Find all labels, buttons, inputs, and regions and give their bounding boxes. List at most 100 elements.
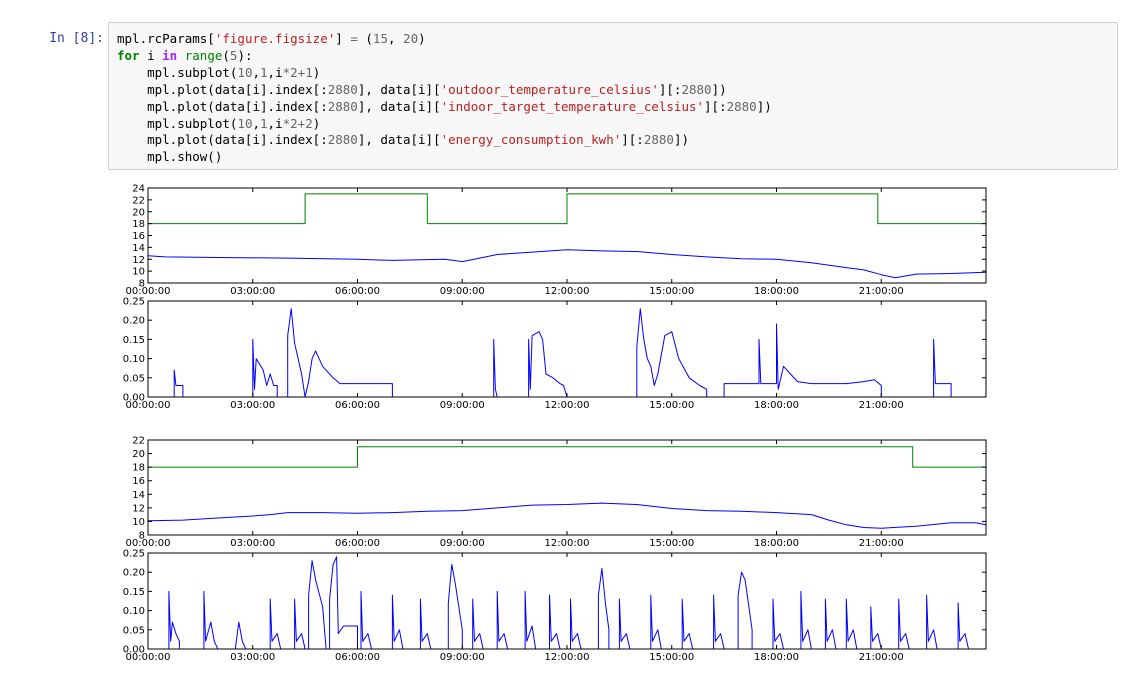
y-tick-label: 16 [132,231,145,242]
x-tick-label: 15:00:00 [649,652,694,663]
x-tick-label: 15:00:00 [649,538,694,549]
code-token: ( [222,47,230,63]
code-token: ], data[i][ [357,98,441,114]
x-tick-label: 09:00:00 [440,400,485,411]
code-token: ,i [267,64,283,80]
code-token: ], data[i][ [357,81,441,97]
x-tick-label: 21:00:00 [859,400,904,411]
y-tick-label: 0.05 [123,373,145,384]
x-tick-label: 03:00:00 [230,286,275,297]
x-tick-label: 15:00:00 [649,400,694,411]
series-line-blue [148,308,986,398]
y-tick-label: 0.15 [123,335,145,346]
x-tick-label: 18:00:00 [754,400,799,411]
input-prompt: In [8]: [49,31,104,46]
code-token: 10 [237,115,253,131]
code-token: 1 [260,115,268,131]
x-tick-label: 00:00:00 [126,652,171,663]
x-tick-label: 18:00:00 [754,538,799,549]
y-tick-label: 0.00 [123,645,145,656]
code-token: 'figure.figsize' [214,31,336,46]
code-token: mpl.plot(data[i].index[: [117,81,328,97]
code-token: mpl.subplot( [117,64,238,80]
code-line: mpl.plot(data[i].index[:2880], data[i]['… [117,82,772,99]
code-line: mpl.rcParams['figure.figsize'] = (15, 20… [117,31,772,48]
code-line: mpl.subplot(10,1,i*2+2) [117,116,772,133]
series-line-blue [147,502,987,529]
code-token: 2 [290,115,298,131]
code-line: mpl.plot(data[i].index[:2880], data[i]['… [117,132,772,149]
code-token: 2 [290,64,298,80]
code-token: 2880 [726,98,757,114]
y-tick-label: 12 [132,503,145,514]
series-line-green [148,446,986,468]
x-tick-label: 18:00:00 [754,652,799,663]
code-editor[interactable]: mpl.rcParams['figure.figsize'] = (15, 20… [108,22,1118,170]
code-line: mpl.plot(data[i].index[:2880], data[i]['… [117,99,772,116]
x-tick-label: 03:00:00 [230,400,275,411]
code-line: mpl.show() [117,149,772,166]
x-tick-label: 00:00:00 [126,538,171,549]
x-tick-label: 21:00:00 [859,652,904,663]
axes-frame [147,300,987,398]
x-tick-label: 03:00:00 [230,652,275,663]
y-tick-label: 16 [132,476,145,487]
y-tick-label: 14 [132,490,145,501]
y-tick-label: 0.05 [123,625,145,636]
y-tick-label: 12 [132,255,145,266]
x-tick-label: 12:00:00 [545,400,590,411]
code-token [177,48,185,63]
y-tick-label: 14 [132,243,145,254]
code-token: range [184,47,223,63]
cell-output: 8 10 12 14 16 18 20 22 24 00:00:00 03:00:00 06:00:0… [0,178,1130,681]
code-token: 5 [229,47,238,63]
code-token: ], data[i][ [357,132,441,148]
subplot-2: 0.00 0.05 0.10 0.15 0.20 0.25 00:00:00 03:00:00… [123,297,987,411]
code-token: * [282,115,291,131]
code-token: ][: [704,98,727,114]
code-token: for [117,47,140,63]
code-token: ]) [756,98,772,114]
y-tick-label: 0.25 [123,297,145,308]
code-token: 1 [305,64,313,80]
x-tick-label: 12:00:00 [545,652,590,663]
y-tick-label: 18 [132,463,145,474]
code-token: = [350,31,358,46]
code-token: mpl.plot(data[i].index[: [117,98,328,114]
y-tick-label: 18 [132,219,145,230]
y-tick-label: 0.15 [123,587,145,598]
code-token: ) [312,115,321,131]
y-tick-label: 22 [132,436,145,447]
code-token: 2880 [327,98,358,114]
code-token: ] [335,31,351,46]
code-token: 'indoor_target_temperature_celsius' [440,98,705,114]
code-token: ): [237,47,253,63]
code-text[interactable]: mpl.rcParams['figure.figsize'] = (15, 20… [117,31,772,166]
code-token: 2880 [327,132,358,148]
x-tick-label: 00:00:00 [126,400,171,411]
subplot-4: 0.00 0.05 0.10 0.15 0.20 0.25 00:00:00 03:00:00… [123,549,987,663]
code-token: ]) [711,81,727,97]
code-token: + [297,115,306,131]
y-tick-label: 22 [132,195,145,206]
y-tick-label: 10 [132,517,145,528]
y-tick-label: 0.10 [123,606,145,617]
x-tick-label: 18:00:00 [754,286,799,297]
code-token: + [297,64,306,80]
x-tick-label: 09:00:00 [440,286,485,297]
code-token: 1 [260,64,268,80]
code-token: mpl.subplot( [117,115,238,131]
code-token: 2 [305,115,313,131]
series-line-blue [148,556,986,650]
y-tick-label: 8 [139,279,145,290]
code-token: ,i [267,115,283,131]
x-tick-label: 06:00:00 [335,652,380,663]
code-token: 10 [237,64,253,80]
code-token: , [252,115,261,131]
code-token: 'outdoor_temperature_celsius' [440,81,659,97]
code-line: for i in range(5): [117,48,772,65]
code-token: 'energy_consumption_kwh' [440,132,622,148]
code-token: ( [357,31,373,46]
code-token: mpl.rcParams[ [117,31,215,46]
